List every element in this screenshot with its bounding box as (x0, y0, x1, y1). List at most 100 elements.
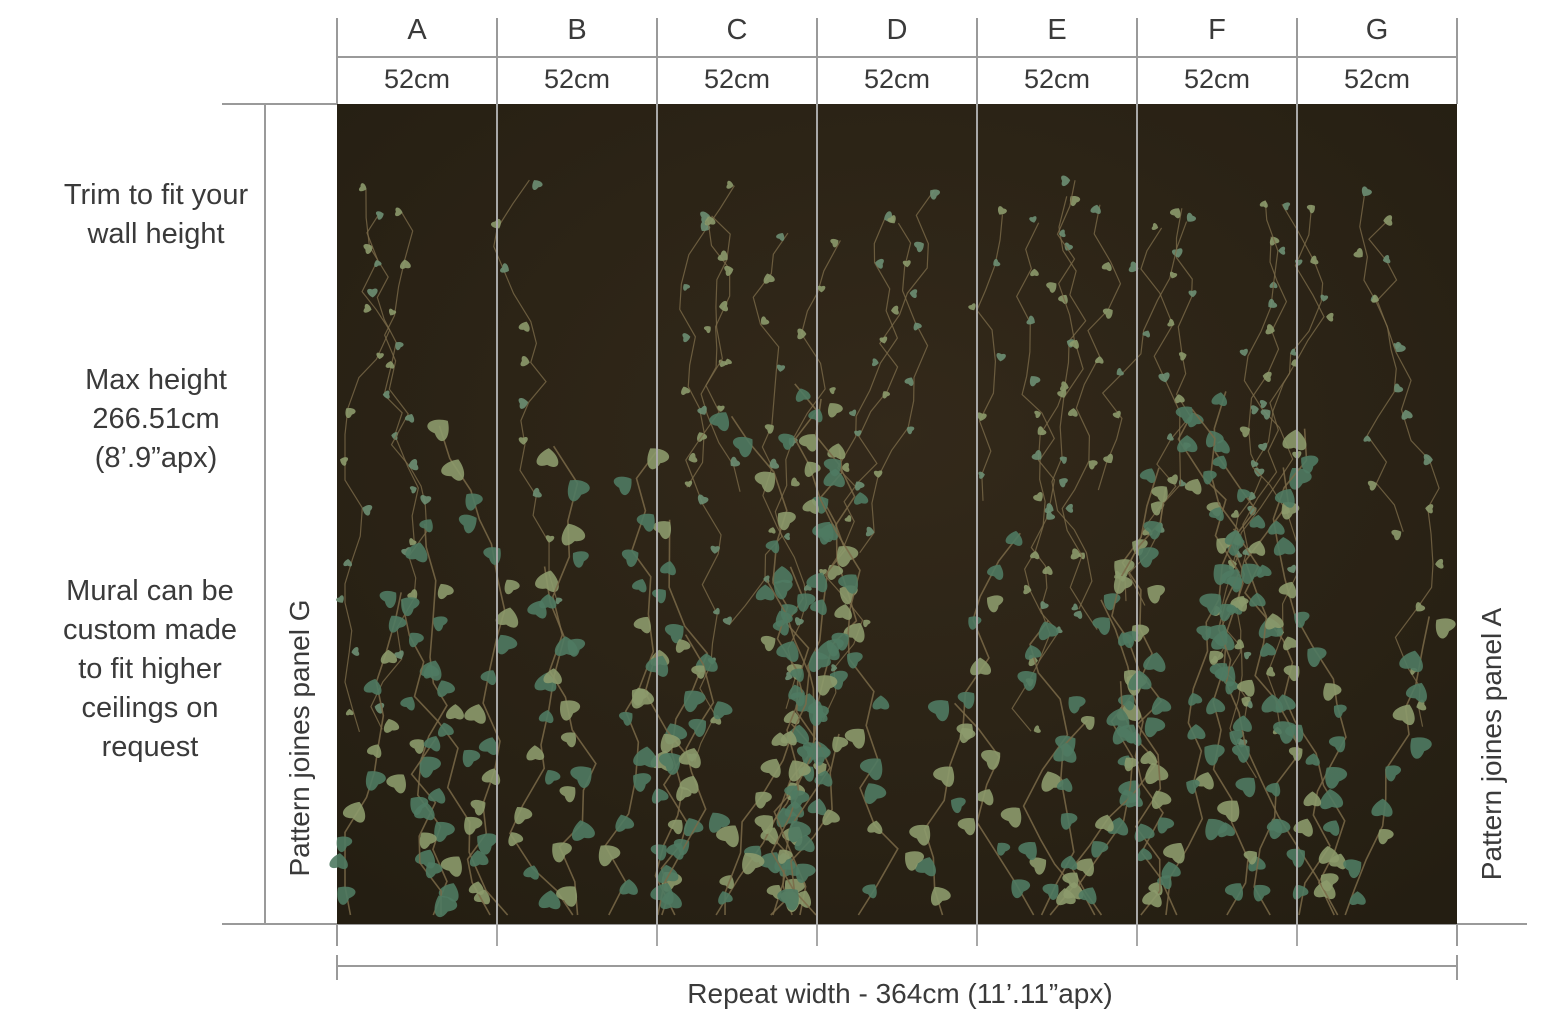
leaf (872, 695, 890, 710)
repeat-width-label: Repeat width - 364cm (11’.11”apx) (687, 978, 1113, 1009)
leaf (1260, 642, 1277, 657)
leaf (1090, 204, 1101, 215)
leaf (480, 670, 497, 685)
leaf (1057, 389, 1067, 398)
leaf (428, 788, 446, 804)
vine-stem (1124, 208, 1193, 602)
leaf (1294, 611, 1310, 628)
leaf (1371, 294, 1379, 303)
leaf (1249, 514, 1266, 529)
leaf (1212, 455, 1227, 470)
leaf (1225, 681, 1239, 695)
leaf (683, 284, 691, 291)
leaf (754, 471, 776, 493)
leaf (572, 820, 595, 841)
leaf (386, 774, 406, 794)
leaf (691, 665, 705, 679)
leaf (1231, 509, 1239, 518)
leaf (496, 634, 518, 655)
leaf (1101, 261, 1112, 272)
leaf (1046, 282, 1057, 293)
leaf (776, 364, 786, 372)
leaf (847, 652, 863, 669)
leaf (1065, 503, 1074, 513)
leaf (760, 758, 781, 778)
leaf (831, 664, 838, 672)
leaf (1435, 618, 1456, 639)
trim-note: Trim to fit your wall height (36, 176, 276, 254)
leaf (773, 579, 793, 600)
leaf (798, 434, 818, 452)
leaf (829, 387, 836, 395)
leaf (1224, 883, 1244, 901)
leaf (1107, 817, 1129, 836)
leaf (567, 480, 590, 502)
leaf (1126, 793, 1143, 808)
leaf (419, 519, 433, 533)
leaf (1058, 229, 1066, 238)
leaf (1068, 408, 1078, 417)
leaf (631, 687, 654, 709)
leaf (382, 390, 390, 399)
leaf (760, 316, 770, 325)
custom-note-line: ceilings on (81, 692, 219, 724)
leaf (1234, 639, 1245, 650)
leaf (957, 691, 975, 709)
leaf (650, 844, 667, 861)
leaf (388, 615, 407, 633)
leaf (560, 700, 581, 721)
leaf (1169, 271, 1178, 279)
leaf (987, 595, 1004, 613)
leaf (1174, 394, 1185, 404)
leaf (755, 584, 775, 601)
leaf (849, 409, 857, 417)
leaf (1205, 818, 1228, 840)
leaf (401, 597, 420, 617)
leaf (1343, 859, 1362, 879)
panel-letter-g: G (1365, 14, 1389, 46)
leaf (1307, 647, 1327, 668)
leaf (808, 651, 831, 673)
leaf (532, 487, 542, 498)
leaf (536, 448, 559, 467)
leaf (419, 756, 441, 778)
leaf (621, 549, 639, 567)
leaf (520, 356, 530, 367)
leaf (676, 786, 692, 802)
leaf (777, 889, 799, 911)
leaf (1143, 520, 1162, 540)
leaf (688, 452, 698, 463)
leaf (345, 408, 356, 419)
leaf (724, 265, 734, 276)
leaf (915, 857, 936, 877)
leaf (854, 492, 869, 505)
leaf (1011, 879, 1031, 899)
leaf (1325, 766, 1348, 789)
leaf (791, 477, 800, 487)
ivy-stem (724, 579, 810, 916)
leaf (1261, 694, 1284, 713)
leaf (1320, 294, 1329, 302)
leaf (464, 704, 486, 724)
leaf (675, 639, 691, 653)
leaf (1305, 753, 1320, 766)
leaf (703, 326, 711, 334)
max-height-line: Max height (85, 364, 227, 396)
leaf (1406, 682, 1427, 703)
leaf (776, 233, 785, 241)
leaf (1282, 429, 1307, 451)
leaf (1282, 202, 1291, 211)
leaf (1116, 368, 1124, 376)
leaf (543, 668, 562, 685)
leaf (697, 494, 709, 505)
leaf (831, 632, 849, 651)
vine-stem (1359, 195, 1404, 532)
leaf (1333, 704, 1347, 718)
leaf (788, 820, 811, 843)
leaf (652, 589, 666, 604)
leaf (1056, 778, 1073, 793)
leaf (433, 616, 448, 632)
leaf (1069, 195, 1081, 207)
leaf (1237, 489, 1251, 503)
leaf (1114, 559, 1135, 581)
